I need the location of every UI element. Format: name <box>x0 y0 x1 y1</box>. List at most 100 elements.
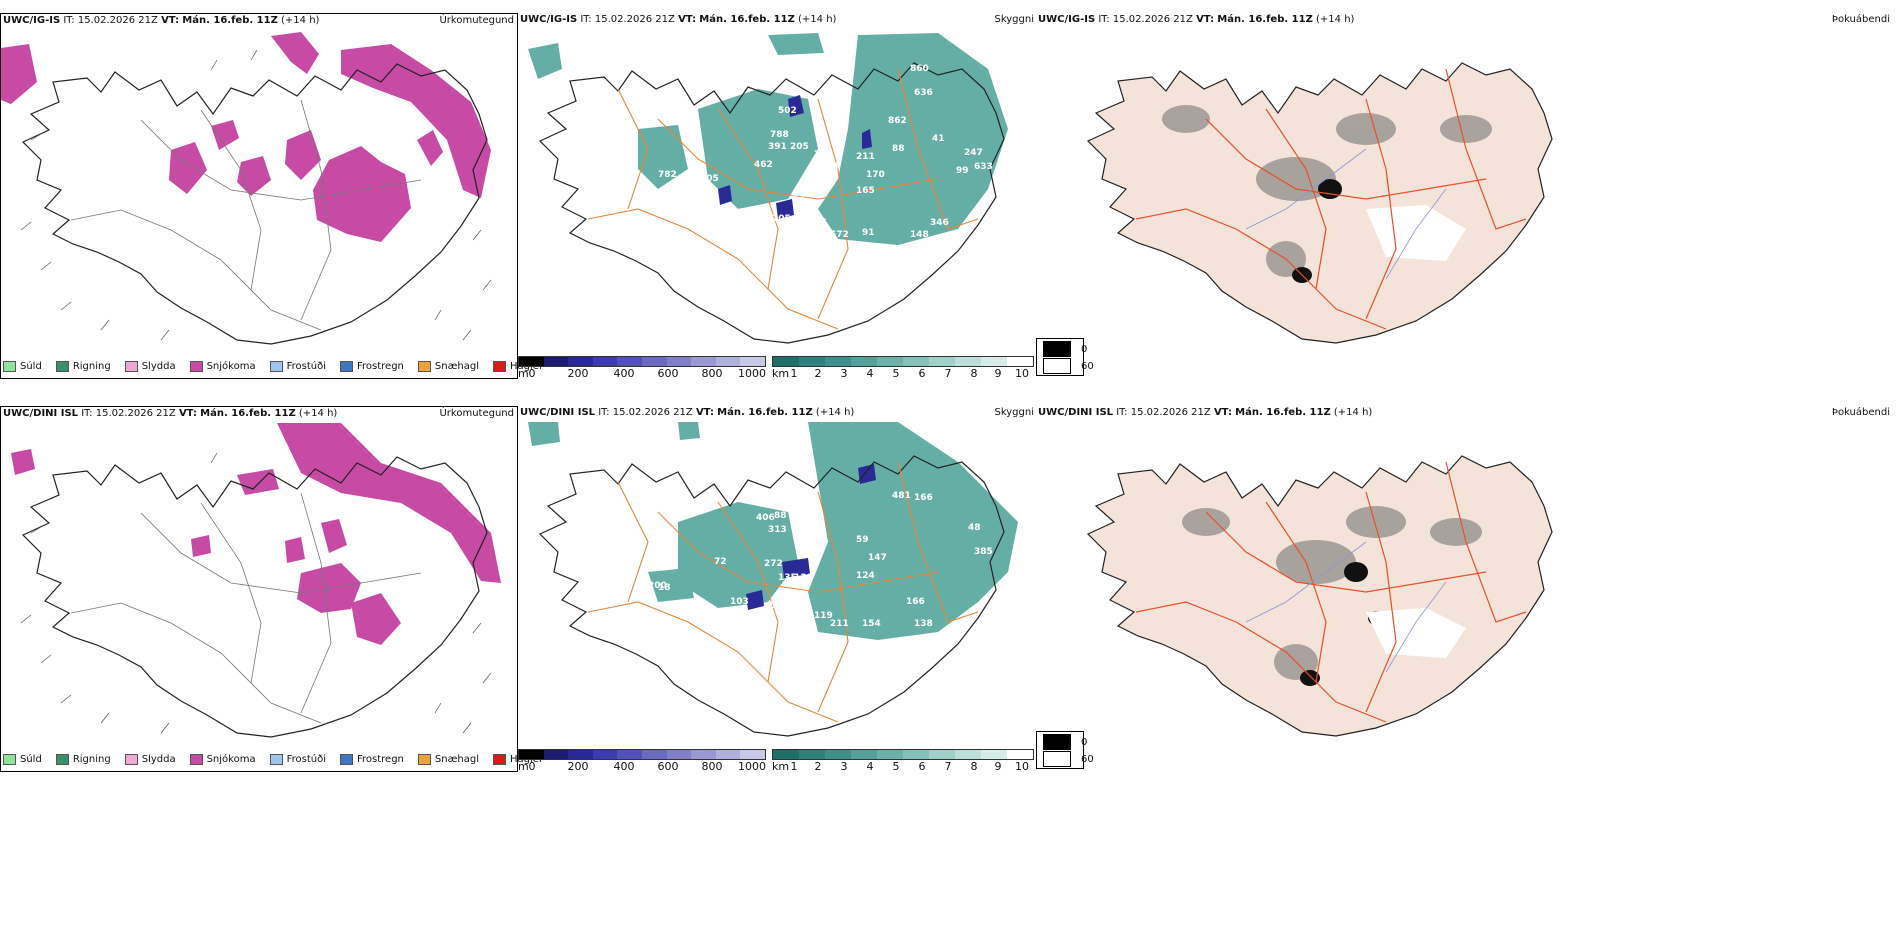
svg-text:18: 18 <box>658 583 671 593</box>
model-name: UWC/IG-IS <box>3 15 61 26</box>
panel-title: Úrkomutegund <box>439 408 514 419</box>
legend-item: Súld <box>3 361 42 372</box>
ceiling-labels: 510 88 406 313 303 481 166 48 385 59 147… <box>648 491 993 629</box>
svg-text:346: 346 <box>930 218 949 228</box>
svg-text:140: 140 <box>768 601 787 611</box>
visibility-colorbar-cells <box>772 749 1034 760</box>
svg-text:211: 211 <box>830 619 849 629</box>
legend-item: Snjókoma <box>189 754 256 765</box>
panel-header: UWC/IG-IS IT: 15.02.2026 21Z VT: Mán. 16… <box>1038 14 1355 25</box>
svg-text:154: 154 <box>862 619 881 629</box>
svg-text:633: 633 <box>974 162 993 172</box>
lead-time: (+14 h) <box>281 15 320 26</box>
visibility-colorbar-cells <box>772 356 1034 367</box>
precip-legend: Súld Rigning Slydda Snjókoma Frostúði Fr… <box>3 361 542 372</box>
svg-text:313: 313 <box>768 525 787 535</box>
svg-text:139: 139 <box>794 573 813 583</box>
legend-item: Frostregn <box>340 361 404 372</box>
low-ceiling-areas <box>718 95 872 219</box>
legend-swatch <box>417 361 431 372</box>
vt-value: Mán. 16.feb. 11Z <box>182 15 278 26</box>
svg-text:860: 860 <box>910 64 929 74</box>
ceiling-ticks: 0 200 400 600 800 1000 <box>528 760 767 773</box>
roads <box>70 492 422 724</box>
svg-text:221: 221 <box>714 230 733 240</box>
roads <box>70 99 422 331</box>
legend-item: Frostregn <box>340 754 404 765</box>
low-ceiling-areas <box>746 464 876 610</box>
roads <box>587 68 979 330</box>
svg-text:303: 303 <box>804 539 823 549</box>
svg-text:73: 73 <box>792 194 805 204</box>
fog-legend: 0 60 <box>1036 338 1094 376</box>
svg-text:88: 88 <box>774 511 787 521</box>
panel-title: Úrkomutegund <box>439 15 514 26</box>
legend-swatch <box>493 754 507 765</box>
svg-text:108: 108 <box>730 208 749 218</box>
legend-swatch <box>189 754 203 765</box>
ceiling-colorbar: m 0 200 400 600 800 1000 <box>518 749 766 773</box>
svg-text:41: 41 <box>932 134 945 144</box>
legend-swatch <box>55 754 69 765</box>
precip-type-panel-ig: UWC/IG-IS IT: 15.02.2026 21Z VT: Mán. 16… <box>0 13 542 379</box>
svg-text:385: 385 <box>974 547 993 557</box>
legend-item: Rigning <box>55 361 111 372</box>
snow-areas <box>1 32 491 242</box>
svg-text:406: 406 <box>756 513 775 523</box>
vt-label: VT: <box>161 15 180 26</box>
legend-item: Súld <box>3 754 42 765</box>
svg-text:247: 247 <box>964 148 983 158</box>
visibility-panel-ig: UWC/IG-IS IT: 15.02.2026 21Z VT: Mán. 16… <box>518 13 1036 380</box>
svg-text:391: 391 <box>768 142 787 152</box>
ceiling-ticks: 0 200 400 600 800 1000 <box>528 367 767 380</box>
svg-text:105: 105 <box>772 214 791 224</box>
rivers <box>1245 541 1447 673</box>
ceiling-colorbar-cells <box>518 749 766 760</box>
svg-text:205: 205 <box>700 174 719 184</box>
svg-text:17: 17 <box>814 218 827 228</box>
legend-item: Rigning <box>55 754 111 765</box>
legend-item: Frostúði <box>269 754 326 765</box>
svg-text:221: 221 <box>714 619 733 629</box>
panel-title: Skyggni <box>994 14 1034 25</box>
svg-text:119: 119 <box>814 611 833 621</box>
svg-text:724: 724 <box>814 150 833 160</box>
wind-barbs <box>20 452 492 734</box>
ceiling-colorbar-cells <box>518 356 766 367</box>
panel-header: UWC/DINI ISL IT: 15.02.2026 21Z VT: Mán.… <box>1038 407 1373 418</box>
precip-map <box>11 423 501 738</box>
svg-text:166: 166 <box>914 493 933 503</box>
fog-legend: 0 60 <box>1036 731 1094 769</box>
ceiling-colorbar: m 0 200 400 600 800 1000 <box>518 356 766 380</box>
precip-legend: Súld Rigning Slydda Snjókoma Frostúði Fr… <box>3 754 542 765</box>
rivers <box>1245 148 1447 280</box>
panel-header: UWC/DINI ISL IT: 15.02.2026 21Z VT: Mán.… <box>3 408 338 419</box>
legend-item: Snæhagl <box>417 754 479 765</box>
legend-swatch <box>340 361 353 372</box>
svg-text:572: 572 <box>830 230 849 240</box>
ceiling-labels: 860 636 862 88 41 247 633 99 502 788 391… <box>658 64 993 240</box>
it-label: IT: <box>63 15 75 26</box>
fog-shading <box>1162 105 1492 277</box>
legend-swatch <box>3 361 16 372</box>
legend-swatch <box>269 361 283 372</box>
low-visibility-areas <box>528 33 1008 245</box>
panel-header: UWC/DINI ISL IT: 15.02.2026 21Z VT: Mán.… <box>520 407 855 418</box>
svg-text:462: 462 <box>754 160 773 170</box>
svg-text:148: 148 <box>910 230 929 240</box>
visibility-colorbar: km 1 2 3 4 5 6 7 8 9 10 <box>772 356 1034 380</box>
precip-type-panel-dini: UWC/DINI ISL IT: 15.02.2026 21Z VT: Mán.… <box>0 406 542 772</box>
svg-text:502: 502 <box>778 106 797 116</box>
svg-text:788: 788 <box>770 130 789 140</box>
svg-text:99: 99 <box>956 166 969 176</box>
panel-title: Þokuábendi <box>1831 14 1890 25</box>
svg-text:124: 124 <box>856 571 875 581</box>
svg-text:636: 636 <box>914 88 933 98</box>
svg-text:135: 135 <box>778 573 797 583</box>
visibility-ticks: 1 2 3 4 5 6 7 8 9 10 <box>790 760 1030 773</box>
it-value: 15.02.2026 21Z <box>77 15 158 26</box>
visibility-map: 860 636 862 88 41 247 633 99 502 788 391… <box>528 33 1008 344</box>
roads <box>1135 461 1527 723</box>
svg-text:88: 88 <box>892 144 905 154</box>
visibility-colorbar: km 1 2 3 4 5 6 7 8 9 10 <box>772 749 1034 773</box>
